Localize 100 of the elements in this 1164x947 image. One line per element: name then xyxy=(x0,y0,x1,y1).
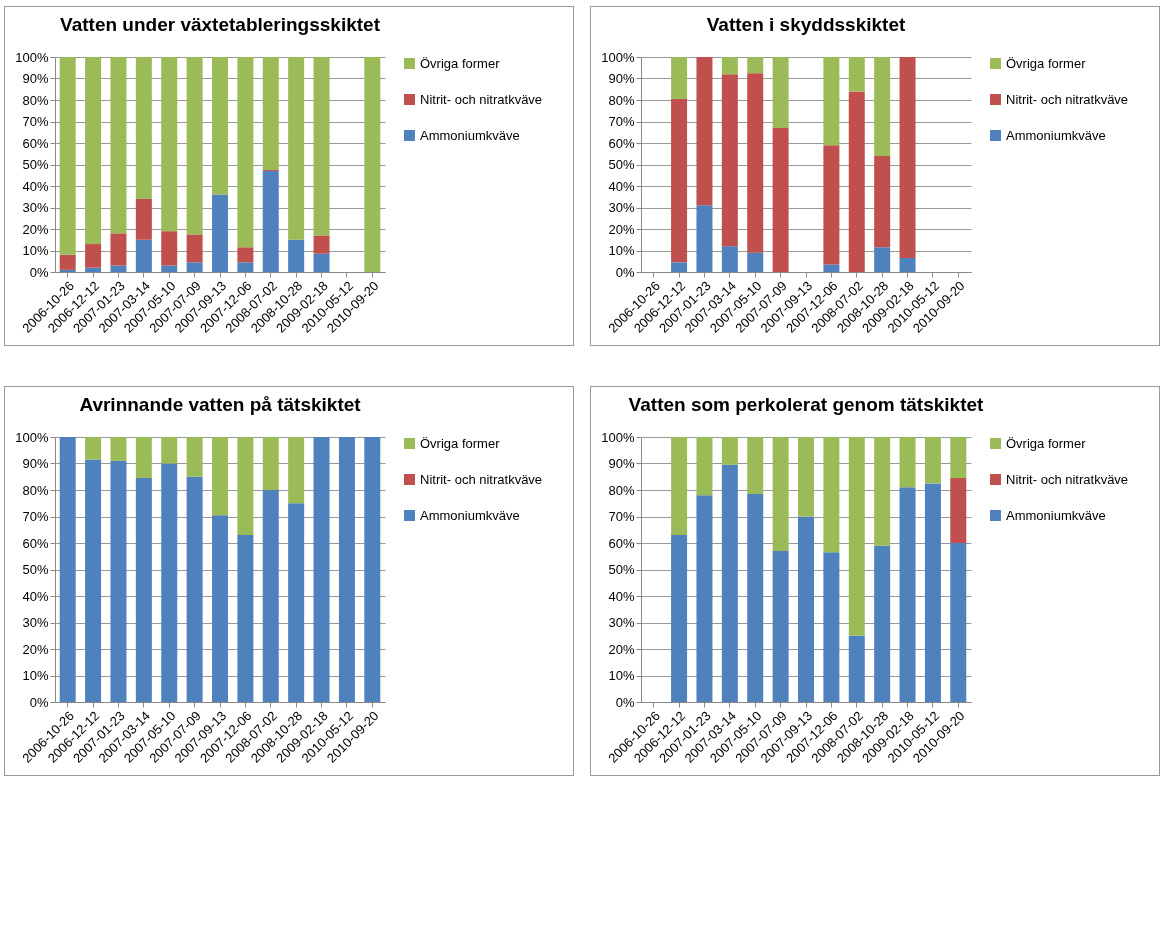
y-tick-label: 80% xyxy=(608,482,635,498)
bar xyxy=(772,437,789,551)
y-tick-label: 30% xyxy=(608,200,635,215)
y-tick-label: 20% xyxy=(608,641,635,657)
bar xyxy=(85,57,102,245)
y-tick-label: 20% xyxy=(608,221,635,237)
y-tick-label: 30% xyxy=(22,615,49,630)
bar xyxy=(721,437,738,465)
bar xyxy=(747,73,764,253)
legend-label: Övriga former xyxy=(1006,55,1087,71)
legend-label: Nitrit- och nitratkväve xyxy=(420,471,543,487)
y-tick-label: 60% xyxy=(22,135,49,151)
bar xyxy=(110,233,127,266)
bar xyxy=(135,198,152,240)
y-tick-label: 50% xyxy=(608,562,635,577)
bar xyxy=(671,437,688,536)
bar xyxy=(747,252,764,272)
bar xyxy=(110,437,127,461)
bar xyxy=(288,57,305,240)
bar xyxy=(696,495,713,702)
y-tick-label: 70% xyxy=(608,509,635,524)
bar xyxy=(186,262,203,272)
bar xyxy=(772,57,789,128)
bar xyxy=(899,487,916,702)
y-tick-label: 20% xyxy=(22,221,49,237)
bar xyxy=(85,244,102,268)
y-tick-label: 50% xyxy=(22,562,49,577)
legend-label: Nitrit- och nitratkväve xyxy=(420,91,543,107)
bar xyxy=(721,246,738,272)
bar xyxy=(364,57,381,272)
bar xyxy=(135,57,152,199)
bar xyxy=(186,476,203,702)
bar xyxy=(186,437,203,477)
y-tick-label: 0% xyxy=(615,264,635,280)
y-tick-label: 80% xyxy=(608,92,635,108)
bar xyxy=(135,437,152,479)
bar xyxy=(135,239,152,272)
y-tick-label: 50% xyxy=(22,157,49,172)
y-tick-label: 70% xyxy=(22,114,49,129)
bar xyxy=(313,235,330,254)
bar xyxy=(848,91,865,272)
bar xyxy=(262,170,279,272)
y-tick-label: 80% xyxy=(22,92,49,108)
bar xyxy=(874,155,891,248)
bar xyxy=(237,535,254,702)
bar xyxy=(772,127,789,272)
bar xyxy=(186,57,203,235)
bar xyxy=(899,57,916,259)
bar xyxy=(161,463,178,702)
bar xyxy=(924,437,941,484)
bar xyxy=(924,483,941,702)
bar xyxy=(671,535,688,702)
bar xyxy=(721,74,738,247)
y-tick-label: 90% xyxy=(22,71,49,86)
legend-label: Ammoniumkväve xyxy=(420,127,520,143)
y-tick-label: 30% xyxy=(22,200,49,215)
y-tick-label: 90% xyxy=(22,456,49,471)
bar xyxy=(823,437,840,553)
bar xyxy=(110,265,127,272)
bar xyxy=(798,516,814,702)
bar xyxy=(212,194,228,272)
bar xyxy=(85,267,102,272)
bar xyxy=(59,269,76,272)
bar xyxy=(237,437,254,536)
y-tick-label: 0% xyxy=(29,264,49,280)
bar xyxy=(237,57,254,248)
bar xyxy=(59,57,76,255)
bar xyxy=(262,437,279,490)
bar xyxy=(874,437,891,546)
bar xyxy=(313,57,330,236)
y-tick-label: 60% xyxy=(608,135,635,151)
bar xyxy=(313,253,330,272)
legend-label: Nitrit- och nitratkväve xyxy=(1006,471,1129,487)
y-tick-label: 20% xyxy=(22,641,49,657)
bar xyxy=(186,234,203,263)
legend-label: Nitrit- och nitratkväve xyxy=(1006,91,1129,107)
y-tick-label: 0% xyxy=(615,694,635,710)
bar xyxy=(798,437,814,517)
bar xyxy=(288,503,305,702)
bar xyxy=(262,57,279,170)
bar xyxy=(59,254,76,270)
bar xyxy=(161,265,178,272)
chart-title: Vatten som perkolerat genom tätskiktet xyxy=(628,394,985,415)
bar xyxy=(747,437,764,494)
bar xyxy=(696,205,713,272)
bar xyxy=(696,57,713,206)
bar xyxy=(135,478,152,702)
bar xyxy=(161,57,178,232)
y-tick-label: 40% xyxy=(22,178,49,194)
bar xyxy=(747,57,764,74)
y-tick-label: 10% xyxy=(608,243,635,258)
bar xyxy=(212,515,228,702)
bar xyxy=(823,145,840,265)
y-tick-label: 60% xyxy=(22,535,49,551)
legend-label: Övriga former xyxy=(420,55,501,71)
bar xyxy=(721,57,738,75)
bar xyxy=(848,437,865,636)
y-tick-label: 10% xyxy=(22,668,49,683)
bar xyxy=(262,490,279,702)
bar xyxy=(848,57,865,92)
